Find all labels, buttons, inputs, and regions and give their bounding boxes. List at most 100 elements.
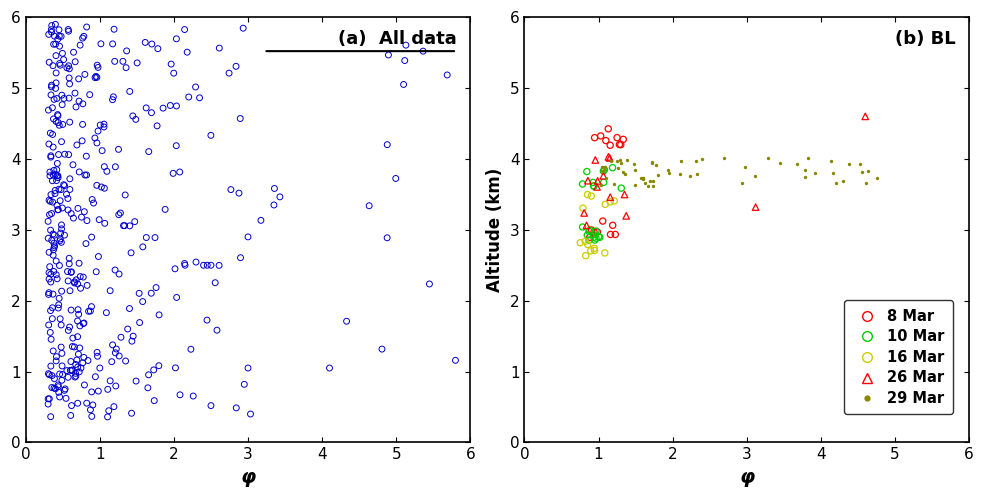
Point xyxy=(60,277,76,285)
Point xyxy=(104,341,120,349)
Point xyxy=(72,344,88,352)
Point xyxy=(576,209,592,217)
Point xyxy=(203,401,219,409)
Point xyxy=(859,179,875,187)
Point xyxy=(115,222,131,230)
Point xyxy=(607,197,623,205)
Point xyxy=(90,352,105,360)
Point xyxy=(582,226,598,234)
Point xyxy=(52,59,68,67)
Point xyxy=(581,227,597,235)
Point xyxy=(43,362,59,370)
Point xyxy=(601,153,617,161)
Point xyxy=(124,409,140,417)
Point xyxy=(43,152,59,160)
Point xyxy=(111,270,127,278)
Point xyxy=(163,102,178,110)
Point xyxy=(91,127,106,135)
Point xyxy=(43,191,59,199)
Point xyxy=(63,268,79,276)
Point xyxy=(40,290,56,298)
Point xyxy=(69,141,85,149)
Point xyxy=(84,303,99,311)
Point xyxy=(580,177,596,185)
Point xyxy=(117,191,133,199)
Point xyxy=(591,233,607,241)
Point xyxy=(61,150,77,158)
Point xyxy=(603,198,619,206)
Point xyxy=(181,93,197,101)
Point xyxy=(800,154,816,162)
Point xyxy=(81,307,97,315)
Point xyxy=(609,133,624,141)
Point xyxy=(73,284,89,292)
Point xyxy=(43,153,59,161)
Point xyxy=(52,197,68,205)
Point xyxy=(77,208,93,216)
Point xyxy=(64,401,80,409)
Point xyxy=(65,334,81,342)
Point xyxy=(53,239,69,247)
Point xyxy=(56,95,72,103)
Point xyxy=(42,172,58,180)
Point xyxy=(322,364,338,372)
Point xyxy=(106,25,122,33)
Point xyxy=(231,189,247,197)
Point xyxy=(104,96,120,104)
Point xyxy=(854,168,870,176)
Point xyxy=(139,234,155,242)
Point xyxy=(67,343,83,351)
Point xyxy=(90,61,105,69)
Point xyxy=(650,170,666,178)
Point xyxy=(613,159,628,167)
Point xyxy=(50,111,66,119)
Point xyxy=(51,185,67,193)
Point xyxy=(40,217,56,225)
Point xyxy=(168,35,184,43)
Point xyxy=(617,191,632,199)
Point xyxy=(168,102,184,110)
Point xyxy=(68,370,84,377)
Point xyxy=(608,231,624,239)
Point xyxy=(53,343,69,351)
Point xyxy=(595,217,611,225)
Point xyxy=(422,280,437,288)
Point xyxy=(41,263,57,271)
Point xyxy=(83,406,99,414)
Point xyxy=(577,238,593,246)
Point xyxy=(49,166,65,174)
Point xyxy=(79,171,95,179)
Point xyxy=(53,221,69,229)
Point xyxy=(93,121,108,129)
Point xyxy=(82,91,98,99)
Point xyxy=(760,154,776,162)
Point xyxy=(50,112,66,120)
Point xyxy=(76,319,92,327)
Point xyxy=(49,159,65,167)
Point xyxy=(51,261,67,269)
Text: (b) BL: (b) BL xyxy=(895,30,955,48)
Point xyxy=(74,137,90,145)
Point xyxy=(183,345,199,353)
Point xyxy=(596,165,612,173)
Point xyxy=(66,214,82,222)
Point xyxy=(49,95,65,103)
Point xyxy=(91,387,106,395)
Point xyxy=(572,239,588,247)
Point xyxy=(99,385,115,393)
Point xyxy=(68,103,84,111)
Point xyxy=(99,167,115,175)
Point xyxy=(54,287,70,295)
Point xyxy=(640,182,656,190)
Point xyxy=(108,345,124,353)
Point xyxy=(46,96,62,104)
Point xyxy=(594,167,610,175)
Point xyxy=(579,231,595,239)
Point xyxy=(103,358,119,366)
Point xyxy=(46,231,62,239)
Point xyxy=(56,181,72,189)
Point xyxy=(156,104,171,112)
Point xyxy=(50,304,66,312)
Point xyxy=(122,88,138,96)
Point xyxy=(71,310,87,318)
